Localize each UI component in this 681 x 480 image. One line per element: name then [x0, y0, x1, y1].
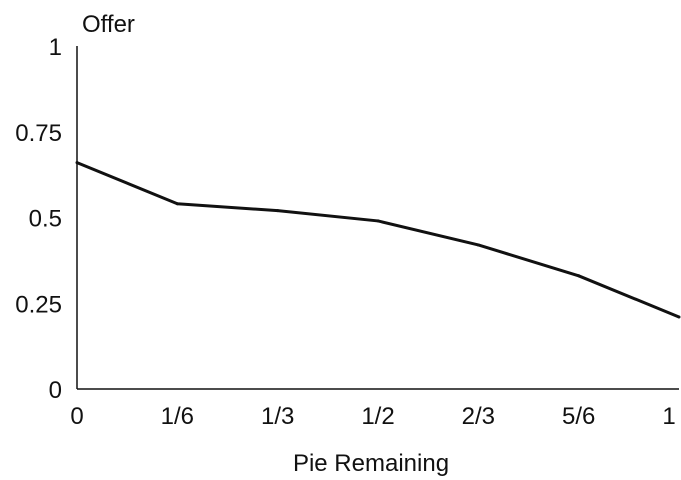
y-tick-label: 1 [49, 34, 62, 61]
x-tick-label: 5/6 [562, 403, 595, 430]
x-tick-labels: 0 1/6 1/3 1/2 2/3 5/6 1 [70, 403, 675, 430]
data-point [577, 274, 581, 278]
y-axis-title: Offer [82, 11, 135, 38]
x-tick-label: 2/3 [462, 403, 495, 430]
axes [76, 46, 679, 390]
y-tick-label: 0.25 [15, 291, 62, 318]
y-tick-label: 0.75 [15, 120, 62, 147]
y-tick-label: 0 [49, 377, 62, 404]
data-point [376, 219, 380, 223]
data-point [276, 209, 280, 213]
data-point [476, 243, 480, 247]
x-tick-label: 1/6 [161, 403, 194, 430]
y-tick-label: 0.5 [29, 206, 62, 233]
series-line [76, 161, 680, 319]
x-tick-label: 1/2 [361, 403, 394, 430]
y-tick-labels: 0 0.25 0.5 0.75 1 [15, 34, 62, 404]
data-point [75, 161, 79, 165]
data-point [677, 315, 681, 319]
data-point [175, 202, 179, 206]
x-tick-label: 0 [70, 403, 83, 430]
x-tick-label: 1 [662, 403, 675, 430]
series-group [75, 161, 681, 319]
x-tick-label: 1/3 [261, 403, 294, 430]
x-axis-title: Pie Remaining [293, 450, 449, 477]
